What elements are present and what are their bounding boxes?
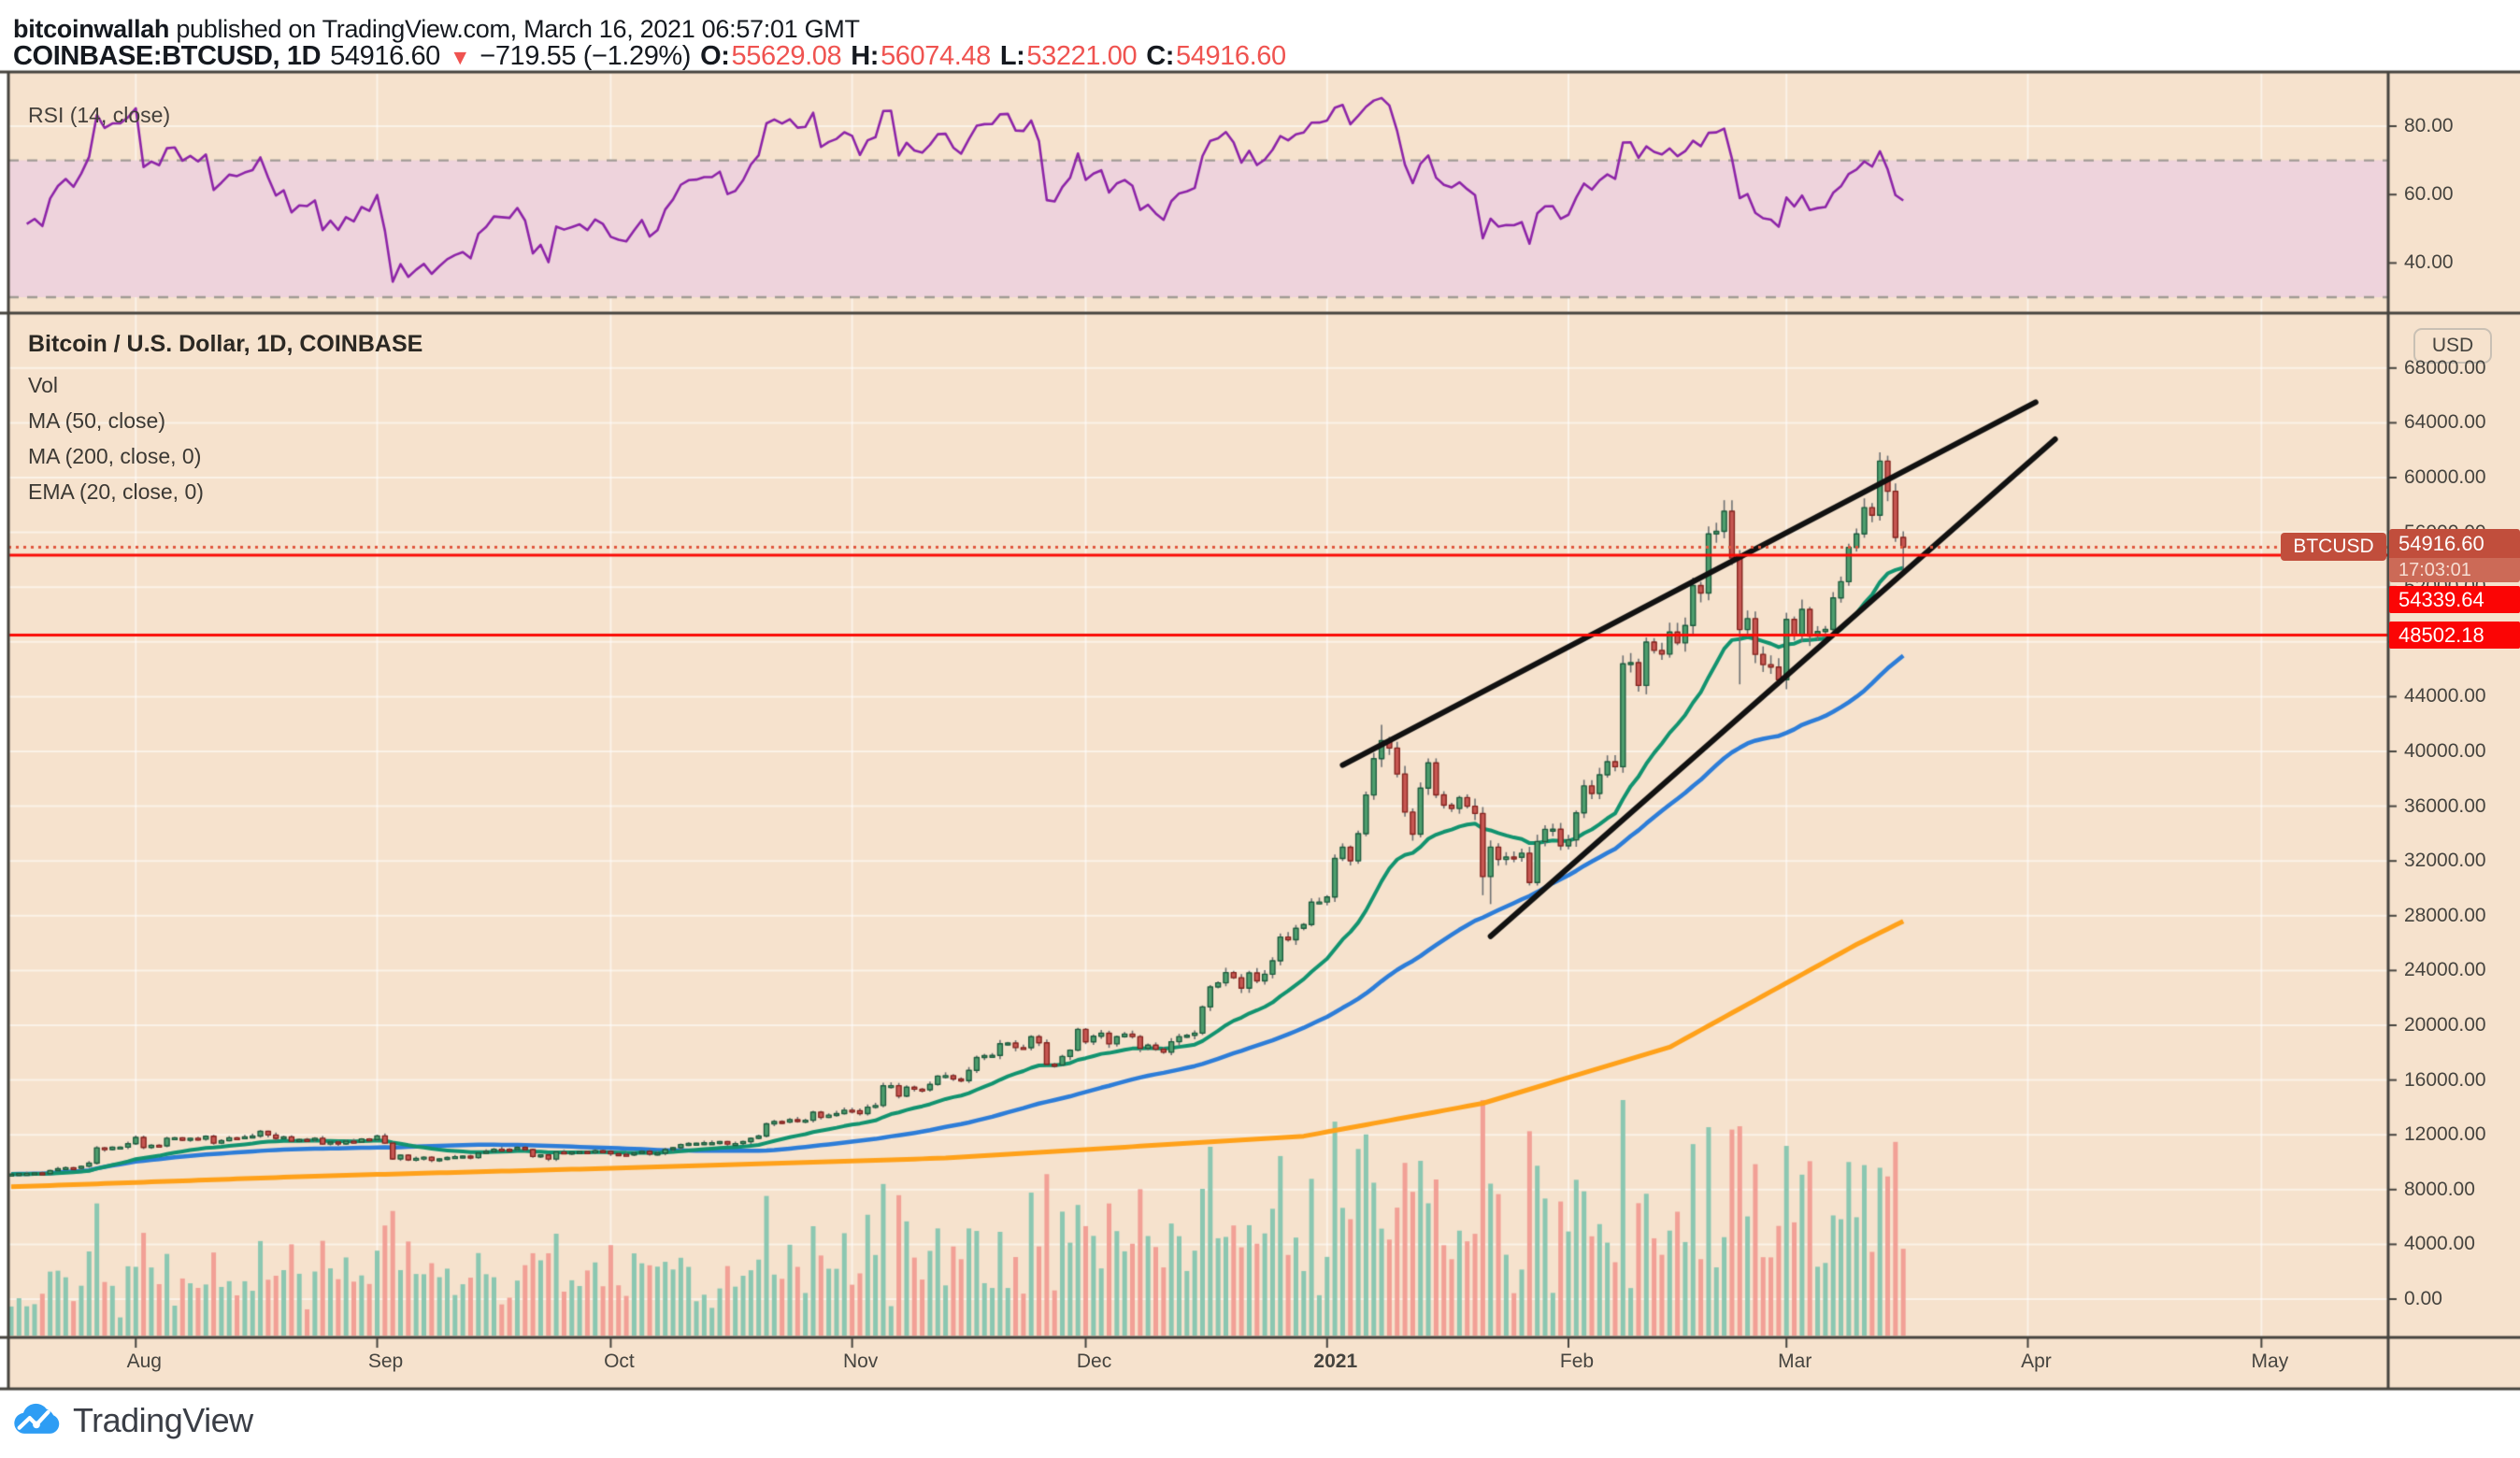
price-change: −719.55 (−1.29%) <box>480 41 692 71</box>
current-price-value: 54916.60 <box>2389 529 2520 558</box>
price-tick-label: 28000.00 <box>2404 904 2486 926</box>
price-tick-label: 4000.00 <box>2404 1233 2475 1255</box>
publish-info: published on TradingView.com, March 16, … <box>169 15 860 43</box>
symbol-status-line: COINBASE:BTCUSD, 1D 54916.60 ▼ −719.55 (… <box>13 41 1286 72</box>
bar-countdown: 17:03:01 <box>2389 558 2520 582</box>
rsi-tick-label: 80.00 <box>2404 115 2454 136</box>
close-label: C: <box>1146 41 1174 71</box>
price-tick-label: 0.00 <box>2404 1288 2442 1309</box>
time-axis-label: Oct <box>604 1351 635 1372</box>
last-price: 54916.60 <box>330 41 440 71</box>
time-axis-label: Aug <box>126 1351 162 1372</box>
price-tick-label: 24000.00 <box>2404 959 2486 981</box>
time-axis-label: Nov <box>842 1351 879 1372</box>
price-tick-label: 64000.00 <box>2404 411 2486 434</box>
price-tick-label: 40000.00 <box>2404 740 2486 762</box>
tradingview-logo-text: TradingView <box>73 1401 253 1439</box>
legend-item-vol[interactable]: Vol <box>28 373 58 397</box>
symbol-price-tag: BTCUSD <box>2281 533 2386 561</box>
price-level-label-1[interactable]: 54339.64 <box>2389 586 2520 613</box>
chart-title[interactable]: Bitcoin / U.S. Dollar, 1D, COINBASE <box>28 331 423 357</box>
main-chart-legend: Bitcoin / U.S. Dollar, 1D, COINBASE Vol … <box>28 331 422 509</box>
price-tick-label: 20000.00 <box>2404 1014 2486 1036</box>
down-arrow-icon: ▼ <box>449 45 471 69</box>
time-axis-label: Apr <box>2021 1351 2052 1372</box>
legend-item-ma50[interactable]: MA (50, close) <box>28 408 165 433</box>
price-tick-label: 12000.00 <box>2404 1123 2486 1146</box>
price-tick-label: 68000.00 <box>2404 356 2486 379</box>
price-tick-label: 16000.00 <box>2404 1068 2486 1091</box>
time-axis-label: 2021 <box>1313 1351 1358 1372</box>
author-name: bitcoinwallah <box>13 15 170 43</box>
rsi-tick-label: 40.00 <box>2404 251 2454 274</box>
rsi-tick-label: 60.00 <box>2404 183 2454 206</box>
symbol-timeframe: COINBASE:BTCUSD, 1D <box>13 41 322 71</box>
price-tick-label: 60000.00 <box>2404 466 2486 488</box>
tradingview-logo[interactable]: TradingView <box>11 1400 253 1441</box>
price-tick-label: 44000.00 <box>2404 685 2486 708</box>
legend-item-ema20[interactable]: EMA (20, close, 0) <box>28 479 204 504</box>
price-tick-label: 36000.00 <box>2404 794 2486 817</box>
rsi-indicator-label[interactable]: RSI (14, close) <box>28 103 171 127</box>
legend-item-ma200[interactable]: MA (200, close, 0) <box>28 444 202 468</box>
time-axis-label: Mar <box>1778 1351 1812 1372</box>
open-label: O: <box>700 41 730 71</box>
open-value: 55629.08 <box>731 41 842 71</box>
price-tick-label: 32000.00 <box>2404 850 2486 872</box>
time-axis-label: Sep <box>367 1351 404 1372</box>
time-axis-label: Feb <box>1559 1351 1595 1372</box>
price-tick-label: 8000.00 <box>2404 1178 2475 1200</box>
time-axis[interactable]: Aug Sep Oct Nov Dec 2021 Feb Mar Apr May <box>8 1339 2388 1389</box>
current-price-label: 54916.60 17:03:01 <box>2389 529 2520 582</box>
time-axis-label: Dec <box>1076 1351 1112 1372</box>
currency-toggle-button[interactable]: USD <box>2413 328 2492 364</box>
low-label: L: <box>999 41 1025 71</box>
tradingview-cloud-icon <box>14 1403 60 1434</box>
price-level-label-2[interactable]: 48502.18 <box>2389 622 2520 649</box>
close-value: 54916.60 <box>1176 41 1286 71</box>
time-axis-label: May <box>2251 1351 2289 1372</box>
high-label: H: <box>851 41 880 71</box>
high-value: 56074.48 <box>881 41 991 71</box>
low-value: 53221.00 <box>1026 41 1138 71</box>
publish-byline: bitcoinwallah published on TradingView.c… <box>13 15 860 44</box>
